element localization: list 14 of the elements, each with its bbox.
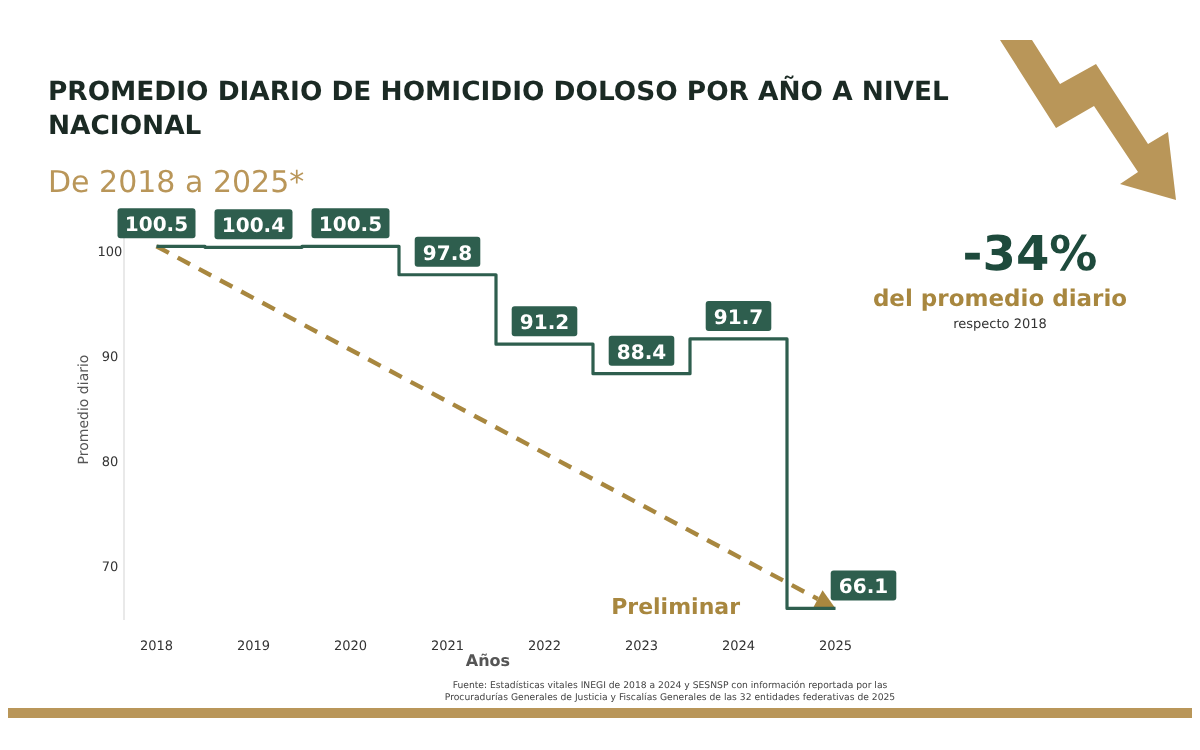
data-label: 97.8 [422,243,473,266]
chart-subtitle: De 2018 a 2025* [48,164,306,200]
chart-title: PROMEDIO DIARIO DE HOMICIDIO DOLOSO POR AÑO A NIVEL NACIONAL [48,74,951,142]
annotation: Preliminar [611,594,742,620]
text: -34% [962,226,1098,282]
data-label: 66.1 [838,577,889,600]
data-label: 88.4 [616,342,667,365]
data-label: 91.2 [519,313,570,336]
data-label: 100.5 [124,215,189,238]
data-label: 91.7 [713,307,764,330]
data-label: 100.5 [318,215,383,238]
data-label: 100.4 [221,216,286,239]
x-axis-title: Años [465,652,511,670]
annotation: del promedio diario [872,284,1128,312]
